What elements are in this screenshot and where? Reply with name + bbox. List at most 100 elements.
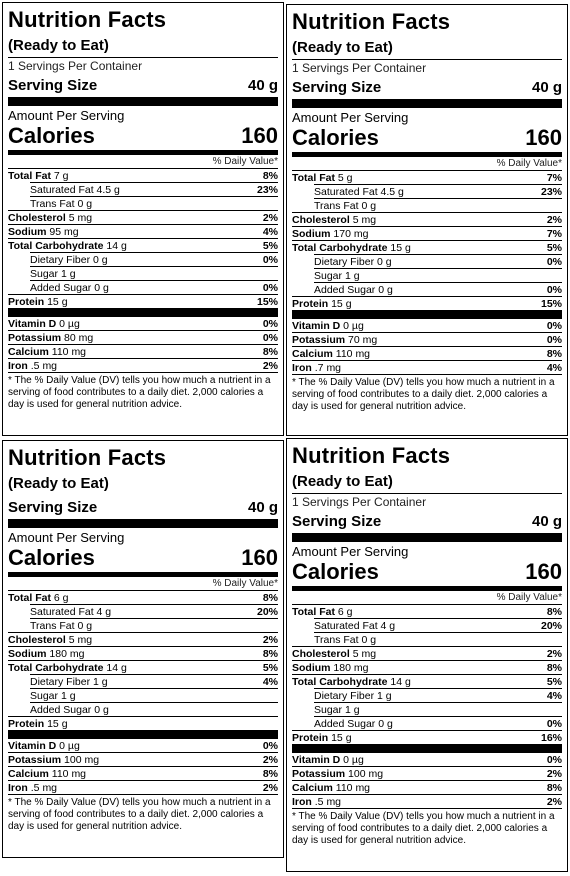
nutrient: Total Fat 6 g [292,606,353,618]
daily-value-header: % Daily Value* [496,158,562,169]
nutrient-row: Calcium 110 mg 8% [8,766,278,780]
nutrient-amount: 1 g [344,704,360,716]
nutrient: Protein 15 g [8,718,68,730]
nutrient: Added Sugar 0 g [314,718,393,730]
nutrient: Iron .5 mg [292,796,341,808]
nutrient-name: Added Sugar [30,704,92,716]
serving-size-value: 40 g [247,77,278,94]
nutrient-row: Sodium 170 mg 7% [292,226,562,240]
nutrient-row: Total Fat 6 g 8% [292,604,562,618]
nutrient-row: Added Sugar 0 g 0% [30,280,278,294]
nutrient-row: Added Sugar 0 g 0% [314,282,562,296]
nutrient-row: Potassium 100 mg 2% [8,752,278,766]
nutrient-row: Trans Fat 0 g [30,618,278,632]
nutrient: Potassium 80 mg [8,332,93,344]
nutrient-daily-value: 15% [540,298,562,310]
nutrient-daily-value: 7% [546,228,562,240]
nutrient-name: Total Fat [8,592,51,604]
nutrient-daily-value: 0% [546,320,562,332]
nutrient-row: Iron .5 mg 2% [8,780,278,794]
calories-label: Calories [8,545,95,570]
nutrient-row: Dietary Fiber 0 g 0% [314,254,562,268]
nutrient-daily-value: 2% [262,782,278,794]
nutrient-name: Added Sugar [30,282,92,294]
nutrient: Sodium 180 mg [292,662,368,674]
nutrient-row: Calcium 110 mg 8% [8,344,278,358]
nutrient-name: Saturated Fat [30,606,94,618]
nutrition-label: Nutrition Facts (Ready to Eat) 1 Servings … [286,4,568,436]
serving-size-value: 40 g [531,513,562,530]
nutrient-row: Trans Fat 0 g [30,196,278,210]
nutrient-name: Iron [292,362,312,374]
nutrient-daily-value: 8% [262,648,278,660]
nutrient-daily-value: 20% [256,606,278,618]
nutrient-name: Iron [292,796,312,808]
nutrient-row: Potassium 100 mg 2% [292,766,562,780]
nutrient-row: Sugar 1 g [30,688,278,702]
nutrient-amount: 15 g [47,296,68,308]
nutrient-name: Trans Fat [314,634,359,646]
nutrient: Cholesterol 5 mg [292,214,376,226]
nutrient: Saturated Fat 4.5 g [314,186,404,198]
nutrient: Total Carbohydrate 14 g [8,240,127,252]
nutrient-row: Sodium 180 mg 8% [8,646,278,660]
nutrient-amount: 170 mg [333,228,369,240]
nutrient-amount: 14 g [106,662,127,674]
nutrient-name: Sugar [314,270,343,282]
nutrient-daily-value: 2% [262,360,278,372]
nutrient-name: Potassium [292,334,346,346]
medium-divider [8,150,278,155]
nutrient-amount: 1 g [377,690,392,702]
nutrient-name: Potassium [8,332,62,344]
nutrient: Protein 15 g [292,732,352,744]
nutrient-row: Sugar 1 g [30,266,278,280]
nutrient-amount: 15 g [331,298,352,310]
nutrient-amount: 5 mg [68,212,93,224]
nutrient-name: Sodium [292,662,331,674]
nutrient-daily-value: 23% [256,184,278,196]
nutrient-name: Cholesterol [292,214,350,226]
thick-divider [292,533,562,542]
label-subtitle: (Ready to Eat) [292,473,393,490]
calories-row: Calories 160 [292,560,562,584]
servings-per-container: 1 Servings Per Container [8,57,278,73]
nutrient-name: Cholesterol [8,212,66,224]
nutrient: Added Sugar 0 g [314,284,393,296]
nutrient-amount: 5 mg [352,214,377,226]
footnote: * The % Daily Value (DV) tells you how m… [292,808,562,847]
nutrient-daily-value: 0% [262,254,278,266]
nutrient-amount: 15 g [390,242,411,254]
nutrient-amount: 180 mg [333,662,369,674]
nutrient: Cholesterol 5 mg [8,212,92,224]
amount-per-serving: Amount Per Serving [292,110,409,125]
nutrient: Sugar 1 g [314,270,360,282]
nutrient-row: Cholesterol 5 mg 2% [8,632,278,646]
nutrient-name: Dietary Fiber [30,676,91,688]
nutrient-amount: .7 mg [314,362,342,374]
nutrient-row: Sodium 95 mg 4% [8,224,278,238]
nutrient-name: Sugar [30,690,59,702]
nutrient-name: Saturated Fat [314,186,378,198]
nutrient-row: Protein 15 g [8,716,278,730]
nutrient-daily-value: 0% [546,718,562,730]
nutrient-amount: 0 g [361,200,377,212]
nutrient-daily-value: 8% [546,606,562,618]
nutrient-amount: 0 µg [343,754,364,766]
nutrient-amount: 80 mg [64,332,94,344]
serving-size-label: Serving Size [8,77,98,94]
spacer [8,493,278,495]
nutrient-daily-value: 16% [540,732,562,744]
nutrient-name: Total Carbohydrate [292,242,388,254]
nutrient-daily-value: 2% [546,796,562,808]
nutrient-amount: 14 g [390,676,411,688]
nutrient-row: Dietary Fiber 1 g 4% [30,674,278,688]
nutrient-daily-value: 8% [262,768,278,780]
nutrient-daily-value: 5% [546,676,562,688]
nutrient: Dietary Fiber 0 g [314,256,392,268]
amount-per-serving: Amount Per Serving [8,530,125,545]
nutrient-row: Vitamin D 0 µg 0% [8,316,278,330]
serving-size-row: Serving Size 40 g [292,513,562,530]
nutrient-row: Trans Fat 0 g [314,632,562,646]
nutrient-daily-value: 0% [546,256,562,268]
nutrient: Sodium 95 mg [8,226,79,238]
